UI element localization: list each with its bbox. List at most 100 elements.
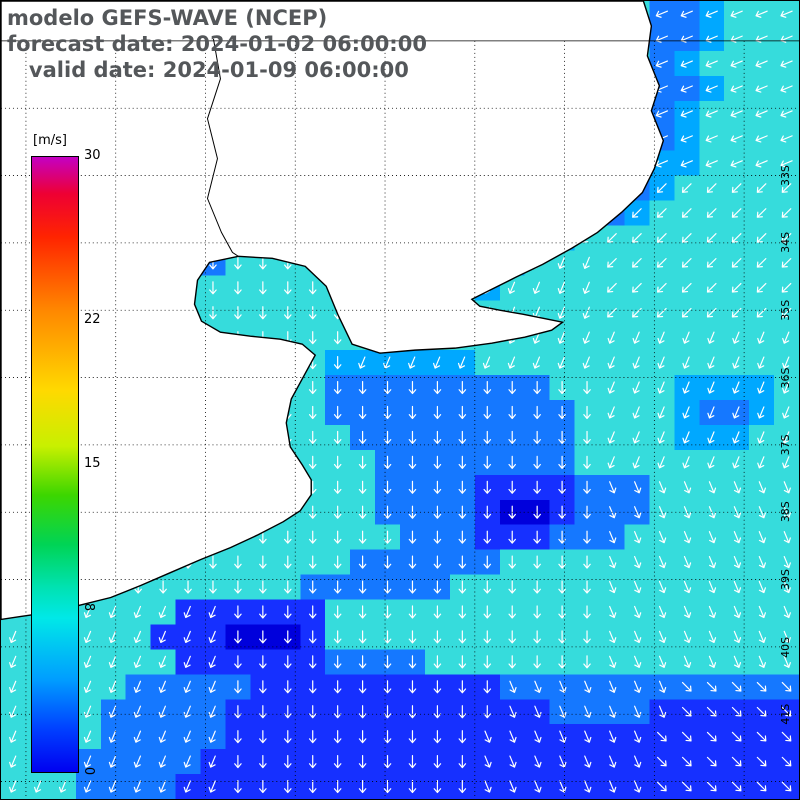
wind-arrow-icon [632, 406, 640, 419]
wind-arrow-icon [234, 755, 242, 769]
wind-arrow-icon [681, 258, 692, 268]
wind-arrow-icon [408, 480, 417, 494]
wind-arrow-icon [533, 530, 541, 544]
wind-arrow-icon [758, 481, 766, 494]
wind-arrow-icon [308, 281, 317, 295]
wind-arrow-icon [632, 258, 642, 268]
wind-arrow-icon [609, 481, 617, 494]
wind-arrow-icon [683, 555, 692, 569]
wind-arrow-icon [108, 755, 117, 768]
wind-arrow-icon [133, 680, 142, 693]
wind-arrow-icon [259, 256, 267, 270]
wind-arrow-icon [458, 655, 467, 669]
wind-arrow-icon [358, 555, 367, 569]
wind-arrow-icon [507, 356, 516, 369]
wind-arrow-icon [558, 380, 566, 395]
wind-arrow-icon [458, 755, 467, 769]
wind-arrow-icon [755, 160, 768, 168]
wind-arrow-icon [757, 406, 765, 419]
wind-arrow-icon [731, 731, 742, 742]
wind-arrow-icon [634, 580, 642, 594]
wind-arrow-icon [458, 430, 467, 444]
wind-arrow-icon [333, 455, 342, 469]
wind-arrow-icon [733, 655, 742, 668]
wind-arrow-icon [58, 780, 67, 793]
wind-arrow-icon [733, 506, 742, 519]
wind-arrow-icon [133, 755, 142, 768]
wind-arrow-icon [259, 530, 267, 544]
wind-arrow-icon [83, 630, 92, 644]
wind-arrow-icon [731, 681, 742, 692]
wind-arrow-icon [408, 755, 417, 769]
wind-arrow-icon [283, 306, 292, 320]
wind-arrow-icon [682, 456, 690, 469]
wind-arrow-icon [158, 755, 166, 768]
wind-arrow-icon [683, 506, 692, 519]
wind-arrow-icon [607, 381, 615, 394]
wind-arrow-icon [583, 580, 591, 594]
wind-arrow-icon [758, 655, 766, 668]
wind-arrow-icon [108, 680, 117, 693]
wind-arrow-icon [582, 256, 590, 269]
wind-arrow-icon [183, 605, 191, 619]
wind-arrow-icon [283, 705, 292, 719]
wind-arrow-icon [259, 779, 267, 794]
wind-arrow-icon [655, 60, 668, 68]
wind-arrow-icon [333, 630, 342, 644]
wind-arrow-icon [559, 705, 567, 718]
wind-arrow-icon [708, 531, 717, 544]
wind-arrow-icon [534, 680, 542, 693]
wind-arrow-icon [755, 110, 768, 118]
wind-arrow-icon [283, 580, 292, 594]
wind-arrow-icon [658, 680, 667, 693]
wind-arrow-icon [183, 680, 191, 693]
wind-arrow-icon [756, 183, 767, 193]
wind-arrow-icon [208, 630, 216, 644]
wind-arrow-icon [607, 331, 615, 344]
wind-arrow-icon [433, 705, 442, 719]
wind-arrow-icon [333, 755, 342, 769]
wind-arrow-icon [508, 430, 517, 444]
wind-arrow-icon [533, 580, 541, 594]
latitude-labels: 33S 34S 35S 36S 37S 38S 39S 40S 41S [779, 165, 792, 725]
wind-arrow-icon [158, 630, 166, 644]
wind-arrow-icon [582, 331, 590, 344]
wind-arrow-icon [657, 258, 667, 268]
wind-arrow-icon [584, 705, 592, 718]
wind-arrow-icon [433, 405, 442, 420]
wind-arrow-icon [781, 183, 792, 193]
wind-arrow-icon [283, 730, 292, 744]
wind-arrow-icon [681, 183, 692, 193]
wind-arrow-icon [9, 755, 17, 768]
wind-arrow-icon [634, 481, 642, 494]
wind-arrow-icon [308, 530, 317, 544]
wind-arrow-icon [234, 605, 242, 619]
wind-arrow-icon [83, 780, 92, 793]
wind-arrow-icon [609, 680, 617, 693]
wind-arrow-icon [458, 605, 467, 619]
wind-arrow-icon [559, 680, 567, 693]
wind-arrow-icon [657, 406, 665, 419]
wind-arrow-icon [732, 331, 740, 344]
wind-arrow-icon [358, 580, 367, 594]
wind-arrow-icon [732, 356, 740, 369]
wind-arrow-icon [208, 655, 216, 668]
colorbar-ticks: 30 22 15 8 0 [31, 129, 151, 789]
wind-arrow-icon [458, 779, 467, 794]
wind-arrow-icon [632, 208, 642, 218]
wind-arrow-icon [782, 431, 790, 444]
wind-arrow-icon [780, 60, 793, 68]
wind-arrow-icon [730, 135, 743, 143]
wind-arrow-icon [708, 605, 717, 619]
wind-arrow-icon [358, 356, 366, 369]
wind-arrow-icon [408, 530, 417, 544]
wind-arrow-icon [333, 730, 342, 744]
wind-arrow-icon [609, 705, 617, 718]
wind-arrow-icon [408, 430, 417, 444]
wind-arrow-icon [358, 779, 367, 794]
wind-arrow-icon [133, 780, 142, 793]
wind-arrow-icon [408, 630, 417, 644]
wind-arrow-icon [707, 406, 715, 419]
wind-arrow-icon [358, 405, 367, 420]
